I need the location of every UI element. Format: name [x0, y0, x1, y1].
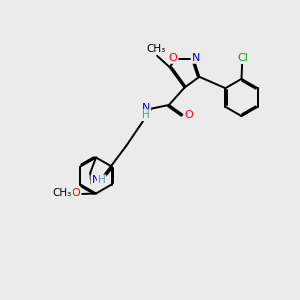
- Text: CH₃: CH₃: [147, 44, 166, 54]
- Text: CH₃: CH₃: [53, 188, 72, 198]
- Text: O: O: [184, 110, 194, 120]
- Text: O: O: [72, 188, 81, 199]
- Text: Cl: Cl: [237, 53, 248, 63]
- Text: N: N: [142, 103, 150, 113]
- Text: H: H: [142, 110, 150, 120]
- Text: O: O: [169, 53, 178, 63]
- Text: H: H: [98, 175, 106, 185]
- Text: N: N: [192, 53, 200, 63]
- Text: N: N: [92, 175, 100, 185]
